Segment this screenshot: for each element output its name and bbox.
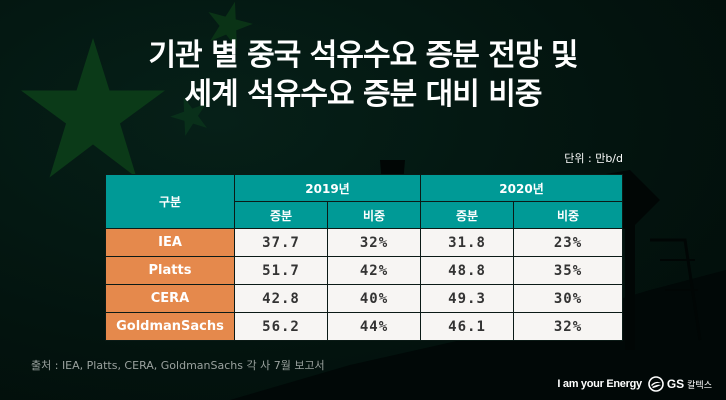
brand-tagline: I am your Energy [557, 378, 642, 390]
org-name: Platts [105, 256, 235, 285]
share-2020: 32% [513, 312, 624, 341]
page-title: 기관 별 중국 석유수요 증분 전망 및 세계 석유수요 증분 대비 비중 [0, 36, 726, 114]
star-icon-small [208, 1, 253, 49]
sub-header-share-2020: 비중 [513, 201, 624, 229]
share-2019: 40% [326, 284, 422, 313]
gs-caltex-logo-icon [648, 376, 664, 392]
share-2020: 23% [513, 228, 624, 257]
increase-2019: 37.7 [234, 228, 328, 257]
source-note: 출처 : IEA, Platts, CERA, GoldmanSachs 각 사… [31, 359, 325, 372]
unit-label: 단위 : 만b/d [564, 152, 623, 165]
share-2019: 44% [326, 312, 422, 341]
table-row: GoldmanSachs 56.2 44% 46.1 32% [105, 312, 624, 341]
sub-header-increase-2019: 증분 [234, 201, 328, 229]
share-2020: 30% [513, 284, 624, 313]
brand-name-korean: 칼텍스 [687, 380, 712, 391]
increase-2019: 56.2 [234, 312, 328, 341]
increase-2019: 51.7 [234, 256, 328, 285]
title-line-1: 기관 별 중국 석유수요 증분 전망 및 [148, 38, 578, 73]
header-row-metrics: 증분 비중 증분 비중 [106, 201, 624, 229]
share-2019: 42% [326, 256, 422, 285]
table-row: CERA 42.8 40% 49.3 30% [105, 284, 624, 313]
share-2019: 32% [326, 228, 422, 257]
forecast-table: 구분 2019년 2020년 증분 비중 증분 비중 IEA 37.7 32% … [105, 174, 624, 341]
org-name: IEA [105, 228, 235, 257]
star-icon-large [21, 38, 165, 178]
table-row: Platts 51.7 42% 48.8 35% [105, 256, 624, 285]
footer-branding: I am your Energy GS 칼텍스 [557, 376, 712, 392]
increase-2020: 46.1 [420, 312, 515, 341]
increase-2020: 49.3 [420, 284, 515, 313]
brand-name: GS [666, 377, 685, 391]
increase-2019: 42.8 [234, 284, 328, 313]
share-2020: 35% [513, 256, 624, 285]
increase-2020: 31.8 [420, 228, 515, 257]
sub-header-share-2019: 비중 [326, 201, 422, 229]
brand-logo: GS 칼텍스 [648, 376, 712, 392]
header-row-years: 구분 2019년 2020년 [105, 174, 624, 229]
org-name: CERA [105, 284, 235, 313]
year-header-2019: 2019년 [233, 174, 422, 202]
org-name: GoldmanSachs [105, 312, 235, 341]
increase-2020: 48.8 [420, 256, 515, 285]
table-row: IEA 37.7 32% 31.8 23% [105, 228, 624, 257]
year-header-2020: 2020년 [420, 174, 624, 202]
title-line-2: 세계 석유수요 증분 대비 비중 [184, 77, 543, 112]
category-header: 구분 [105, 174, 235, 229]
sub-header-increase-2020: 증분 [420, 201, 515, 229]
star-icon-small-2 [170, 96, 208, 136]
